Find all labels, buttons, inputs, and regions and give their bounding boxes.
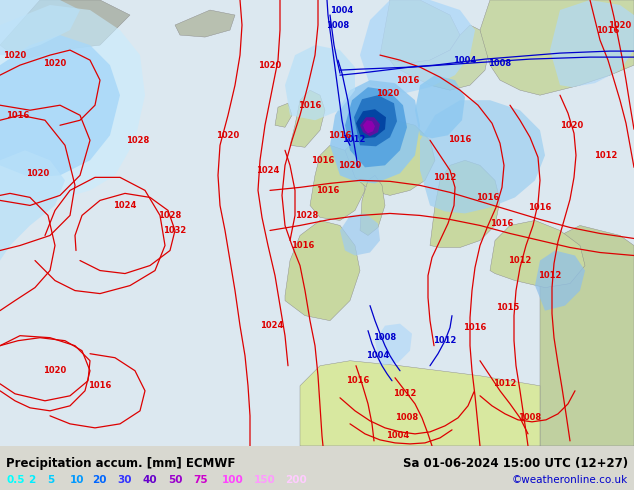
- Polygon shape: [0, 0, 634, 446]
- Text: 1016: 1016: [490, 219, 514, 228]
- Text: 1012: 1012: [433, 336, 456, 345]
- Text: 1012: 1012: [594, 151, 618, 160]
- Text: 1008: 1008: [519, 414, 541, 422]
- Text: 1016: 1016: [88, 381, 112, 390]
- Polygon shape: [480, 0, 634, 95]
- Text: 150: 150: [254, 475, 275, 485]
- Polygon shape: [345, 120, 435, 196]
- Text: 1004: 1004: [453, 56, 477, 65]
- Text: 1016: 1016: [463, 323, 487, 332]
- Text: 100: 100: [222, 475, 243, 485]
- Text: 1016: 1016: [448, 135, 472, 144]
- Text: 1028: 1028: [126, 136, 150, 145]
- Polygon shape: [363, 120, 375, 133]
- Polygon shape: [0, 0, 80, 55]
- Polygon shape: [550, 0, 634, 87]
- Text: 75: 75: [193, 475, 208, 485]
- Text: 1020: 1020: [339, 161, 361, 170]
- Polygon shape: [490, 220, 585, 288]
- Polygon shape: [0, 35, 120, 177]
- Text: 1020: 1020: [609, 21, 631, 29]
- Text: 1020: 1020: [216, 131, 240, 140]
- Text: 20: 20: [92, 475, 107, 485]
- Text: 1016: 1016: [597, 25, 619, 35]
- Text: 1016: 1016: [476, 193, 500, 202]
- Text: 1012: 1012: [393, 389, 417, 398]
- Polygon shape: [356, 109, 386, 138]
- Text: 1024: 1024: [261, 321, 283, 330]
- Text: 1020: 1020: [27, 169, 49, 178]
- Text: 1016: 1016: [346, 376, 370, 385]
- Text: 1008: 1008: [488, 59, 512, 68]
- Polygon shape: [390, 25, 490, 90]
- Text: 1008: 1008: [327, 21, 349, 29]
- Polygon shape: [340, 214, 380, 255]
- Text: 1024: 1024: [256, 166, 280, 175]
- Text: 1016: 1016: [528, 203, 552, 212]
- Text: 1016: 1016: [311, 156, 335, 165]
- Text: 5: 5: [48, 475, 55, 485]
- Polygon shape: [0, 5, 145, 200]
- Polygon shape: [0, 150, 65, 261]
- Polygon shape: [310, 146, 365, 220]
- Text: 1024: 1024: [113, 201, 137, 210]
- Text: Precipitation accum. [mm] ECMWF: Precipitation accum. [mm] ECMWF: [6, 457, 236, 470]
- Text: 1020: 1020: [377, 89, 399, 98]
- Text: 1028: 1028: [158, 211, 181, 220]
- Text: 10: 10: [70, 475, 84, 485]
- Polygon shape: [175, 10, 235, 37]
- Text: ©weatheronline.co.uk: ©weatheronline.co.uk: [512, 475, 628, 485]
- Text: 1012: 1012: [538, 271, 562, 280]
- Text: 1004: 1004: [386, 431, 410, 441]
- Text: 1028: 1028: [295, 211, 319, 220]
- Text: 1020: 1020: [259, 61, 281, 70]
- Text: Sa 01-06-2024 15:00 UTC (12+27): Sa 01-06-2024 15:00 UTC (12+27): [403, 457, 628, 470]
- Polygon shape: [330, 80, 420, 183]
- Text: 1020: 1020: [43, 59, 67, 68]
- Text: 1020: 1020: [560, 121, 584, 130]
- Polygon shape: [535, 250, 585, 311]
- Polygon shape: [345, 87, 407, 168]
- Polygon shape: [0, 0, 130, 60]
- Polygon shape: [354, 95, 397, 147]
- Text: 1016: 1016: [396, 75, 420, 85]
- Text: 1012: 1012: [493, 379, 517, 388]
- Text: 1012: 1012: [433, 173, 456, 182]
- Text: 1004: 1004: [330, 5, 354, 15]
- Polygon shape: [300, 361, 540, 446]
- Text: 30: 30: [117, 475, 132, 485]
- Polygon shape: [430, 160, 500, 247]
- Text: 1016: 1016: [328, 131, 352, 140]
- Text: 1004: 1004: [366, 351, 390, 360]
- Polygon shape: [285, 220, 360, 320]
- Polygon shape: [420, 100, 545, 214]
- Polygon shape: [285, 45, 355, 120]
- Polygon shape: [360, 117, 380, 136]
- Text: 1012: 1012: [508, 256, 532, 265]
- Text: 1008: 1008: [373, 333, 396, 342]
- Polygon shape: [415, 75, 465, 138]
- Text: 50: 50: [168, 475, 183, 485]
- Text: 1015: 1015: [496, 303, 520, 312]
- Text: 1016: 1016: [299, 101, 321, 110]
- Polygon shape: [360, 0, 475, 93]
- Text: 1016: 1016: [316, 186, 340, 195]
- Text: 1012: 1012: [342, 135, 366, 144]
- Polygon shape: [360, 175, 385, 236]
- Text: 1016: 1016: [6, 111, 30, 120]
- Text: 1020: 1020: [3, 50, 27, 60]
- Text: 1008: 1008: [396, 414, 418, 422]
- Text: 2: 2: [29, 475, 36, 485]
- Text: 1016: 1016: [291, 241, 314, 250]
- Text: 0.5: 0.5: [6, 475, 25, 485]
- Polygon shape: [275, 103, 292, 127]
- Text: 200: 200: [285, 475, 307, 485]
- Polygon shape: [290, 90, 325, 147]
- Polygon shape: [380, 0, 460, 63]
- Text: 40: 40: [143, 475, 157, 485]
- Polygon shape: [540, 225, 634, 446]
- Text: 1032: 1032: [164, 226, 186, 235]
- Polygon shape: [375, 324, 412, 366]
- Text: 1020: 1020: [43, 366, 67, 375]
